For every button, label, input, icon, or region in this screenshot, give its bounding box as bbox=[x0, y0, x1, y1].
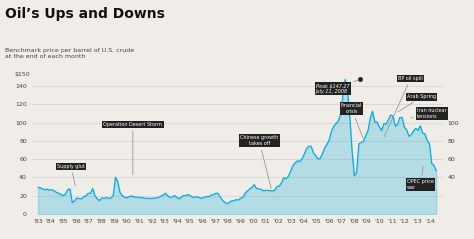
Text: Iran nuclear
tensions: Iran nuclear tensions bbox=[411, 108, 447, 119]
Text: Supply glut: Supply glut bbox=[57, 164, 85, 186]
Text: Financial
crisis: Financial crisis bbox=[341, 103, 363, 138]
Text: $150: $150 bbox=[15, 72, 30, 77]
Text: Chinese growth
takes off: Chinese growth takes off bbox=[240, 136, 278, 189]
Text: Peak $147.27
July 11, 2008: Peak $147.27 July 11, 2008 bbox=[316, 80, 358, 94]
Text: Operation Desert Storm: Operation Desert Storm bbox=[103, 122, 162, 175]
Text: Arab Spring: Arab Spring bbox=[398, 94, 436, 112]
Text: Benchmark price per barrel of U.S. crude
at the end of each month: Benchmark price per barrel of U.S. crude… bbox=[5, 48, 134, 59]
Text: OPEC price
war: OPEC price war bbox=[407, 167, 434, 190]
Text: BP oil spill: BP oil spill bbox=[384, 76, 423, 136]
Text: Oil’s Ups and Downs: Oil’s Ups and Downs bbox=[5, 7, 164, 21]
